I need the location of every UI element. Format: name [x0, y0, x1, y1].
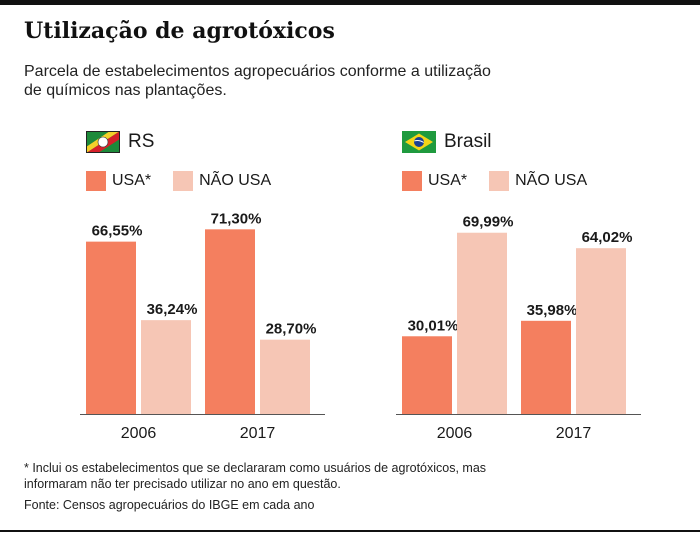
x-tick-label: 2017 — [240, 425, 276, 442]
bar-usa-2006 — [402, 336, 452, 414]
legend-label-nao-usa: NÃO USA — [199, 172, 272, 189]
legend-swatch-usa — [86, 171, 106, 191]
data-label: 36,24% — [147, 301, 198, 318]
top-rule — [0, 0, 700, 5]
rio-grande-do-sul-flag-icon — [86, 131, 120, 153]
x-tick-label: 2006 — [437, 425, 473, 442]
panel-header-rs: RS — [86, 131, 154, 153]
chart-subtitle: Parcela de estabelecimentos agropecuário… — [24, 63, 491, 99]
bar-usa-2017 — [521, 320, 571, 414]
legend-item-usa: USA* — [86, 171, 151, 191]
bar-nao-usa-2017 — [576, 248, 626, 414]
bar-nao-usa-2017 — [260, 339, 310, 414]
legend-label-usa: USA* — [112, 172, 152, 189]
x-tick-label: 2017 — [556, 425, 592, 442]
data-label: 69,99% — [463, 214, 514, 231]
legend-item-nao-usa: NÃO USA — [489, 171, 587, 191]
bar-nao-usa-2006 — [141, 320, 191, 414]
data-label: 35,98% — [527, 302, 578, 319]
legend-swatch-nao-usa — [489, 171, 510, 191]
bottom-rule — [0, 530, 700, 532]
brazil-flag-icon — [402, 131, 436, 153]
data-label: 71,30% — [211, 210, 262, 227]
x-tick-label: 2006 — [121, 425, 157, 442]
legend-item-nao-usa: NÃO USA — [173, 171, 271, 191]
data-label: 64,02% — [582, 229, 633, 246]
legend-item-usa: USA* — [402, 171, 467, 191]
legend-label-nao-usa: NÃO USA — [515, 172, 588, 189]
panel-title-rs: RS — [128, 131, 155, 152]
panel-title-brasil: Brasil — [444, 131, 492, 152]
legend-rs: USA* NÃO USA — [86, 171, 293, 191]
source-note: Fonte: Censos agropecuários do IBGE em c… — [24, 498, 315, 512]
chart-title: Utilização de agrotóxicos — [24, 18, 335, 44]
data-label: 28,70% — [266, 321, 317, 338]
footnote: * Inclui os estabelecimentos que se decl… — [24, 461, 487, 491]
bar-usa-2006 — [86, 241, 136, 414]
legend-swatch-usa — [402, 171, 422, 191]
legend-swatch-nao-usa — [173, 171, 194, 191]
bar-usa-2017 — [205, 229, 255, 414]
data-label: 30,01% — [408, 317, 459, 334]
bar-nao-usa-2006 — [457, 232, 507, 414]
legend-brasil: USA* NÃO USA — [402, 171, 609, 191]
data-label: 66,55% — [92, 223, 143, 240]
legend-label-usa: USA* — [428, 172, 468, 189]
panel-header-brasil: Brasil — [402, 131, 492, 153]
